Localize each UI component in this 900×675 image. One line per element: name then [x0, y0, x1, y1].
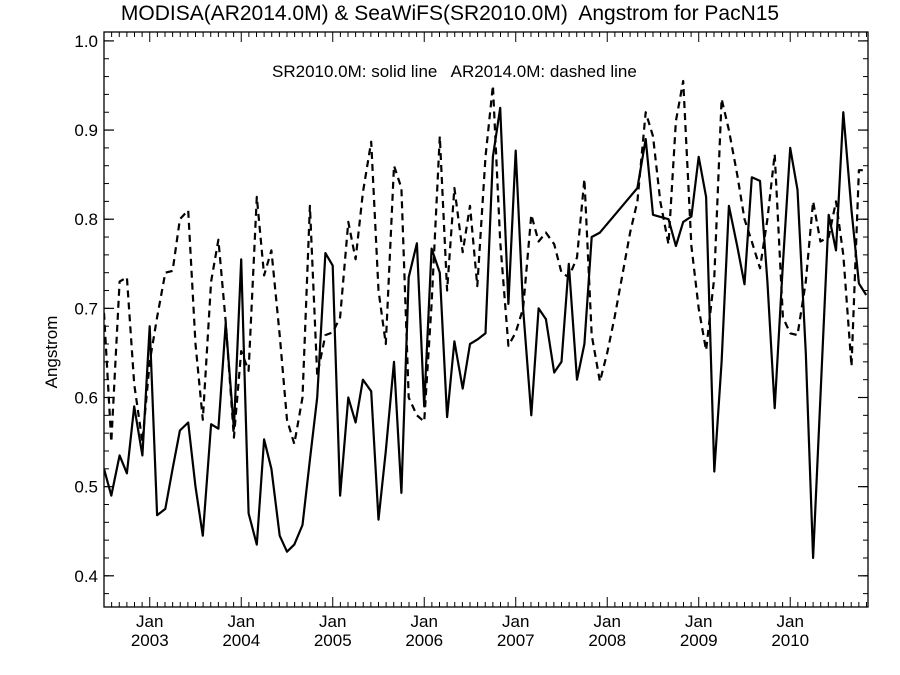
- x-tick-label-year: 2009: [680, 631, 718, 650]
- x-tick-label-month: Jan: [685, 612, 712, 631]
- x-tick-label-year: 2005: [314, 631, 352, 650]
- axes: 0.40.50.60.70.80.91.0Jan2003Jan2004Jan20…: [74, 31, 869, 650]
- y-tick-label: 0.8: [74, 210, 98, 229]
- y-tick-label: 1.0: [74, 32, 98, 51]
- y-tick-label: 0.5: [74, 478, 98, 497]
- x-tick-label-year: 2008: [588, 631, 626, 650]
- x-tick-label-year: 2003: [131, 631, 169, 650]
- y-tick-label: 0.9: [74, 121, 98, 140]
- x-tick-label-month: Jan: [136, 612, 163, 631]
- y-tick-label: 0.6: [74, 389, 98, 408]
- series-line-ar2014-0m: [104, 79, 867, 445]
- y-tick-label: 0.7: [74, 299, 98, 318]
- chart-title: MODISA(AR2014.0M) & SeaWiFS(SR2010.0M) A…: [120, 2, 780, 25]
- x-tick-label-month: Jan: [502, 612, 529, 631]
- series-line-sr2010-0m: [104, 106, 868, 560]
- x-tick-label-month: Jan: [777, 612, 804, 631]
- legend-note: SR2010.0M: solid line AR2014.0M: dashed …: [272, 62, 637, 81]
- x-tick-label-month: Jan: [228, 612, 255, 631]
- x-tick-label-month: Jan: [594, 612, 621, 631]
- x-tick-label-year: 2006: [405, 631, 443, 650]
- x-tick-label-year: 2004: [222, 631, 260, 650]
- x-tick-label-year: 2010: [771, 631, 809, 650]
- x-tick-label-year: 2007: [497, 631, 535, 650]
- series-layer: [104, 79, 868, 560]
- x-tick-label-month: Jan: [319, 612, 346, 631]
- x-tick-label-month: Jan: [411, 612, 438, 631]
- y-tick-label: 0.4: [74, 567, 98, 586]
